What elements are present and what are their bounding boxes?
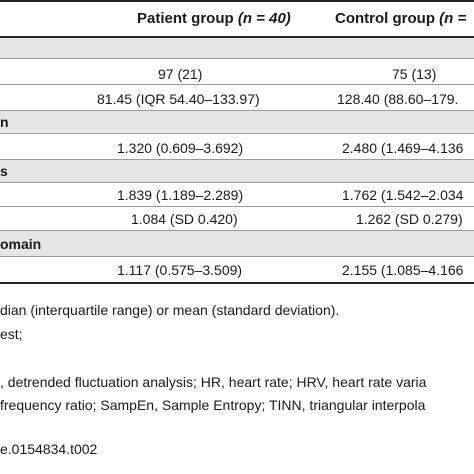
row-divider: [0, 84, 474, 85]
row-divider: [0, 58, 474, 59]
row-divider: [0, 256, 474, 257]
section-label: omain: [0, 236, 42, 252]
table-cell-patient: 1.117 (0.575–3.509): [117, 262, 243, 278]
footnote: frequency ratio; SampEn, Sample Entropy;…: [0, 397, 426, 413]
section-band: [0, 111, 474, 133]
row-divider: [0, 110, 474, 111]
control-group-header: Control group (n =: [335, 10, 466, 27]
table-cell-control: 1.762 (1.542–2.034: [342, 187, 464, 203]
table-cell-control: 128.40 (88.60–179.: [337, 91, 459, 107]
table-cell-patient: 1.084 (SD 0.420): [131, 211, 238, 227]
row-divider: [0, 159, 474, 160]
table-bottom-rule: [0, 282, 474, 284]
section-label: s: [0, 163, 8, 179]
control-group-n: (n =: [439, 10, 467, 27]
table-cell-patient: 97 (21): [158, 66, 203, 82]
section-band: [0, 160, 474, 182]
footnote: est;: [0, 326, 23, 342]
row-divider: [0, 133, 474, 134]
table-cell-control: 75 (13): [392, 66, 437, 82]
footnote: dian (interquartile range) or mean (stan…: [0, 302, 340, 318]
row-divider: [0, 182, 474, 183]
table-cell-control: 2.155 (1.085–4.166: [342, 262, 464, 278]
section-band: [0, 231, 474, 256]
patient-group-header: Patient group (n = 40): [137, 10, 291, 27]
patient-group-label: Patient group: [137, 10, 234, 27]
table-cell-control: 1.262 (SD 0.279): [356, 211, 463, 227]
table-cell-patient: 1.839 (1.189–2.289): [117, 187, 244, 203]
table-cell-patient: 81.45 (IQR 54.40–133.97): [97, 91, 260, 107]
table-cell-patient: 1.320 (0.609–3.692): [117, 140, 244, 156]
table-doi: e.0154834.t002: [0, 441, 98, 457]
section-label: n: [0, 114, 9, 130]
table-cell-control: 2.480 (1.469–4.136: [342, 140, 464, 156]
section-band: [0, 38, 474, 58]
patient-group-n: (n = 40): [237, 10, 291, 27]
control-group-label: Control group: [335, 10, 435, 27]
row-divider: [0, 230, 474, 231]
table-top-rule: [0, 0, 474, 2]
row-divider: [0, 206, 474, 207]
header-rule: [0, 36, 474, 38]
footnote: , detrended fluctuation analysis; HR, he…: [0, 374, 427, 390]
